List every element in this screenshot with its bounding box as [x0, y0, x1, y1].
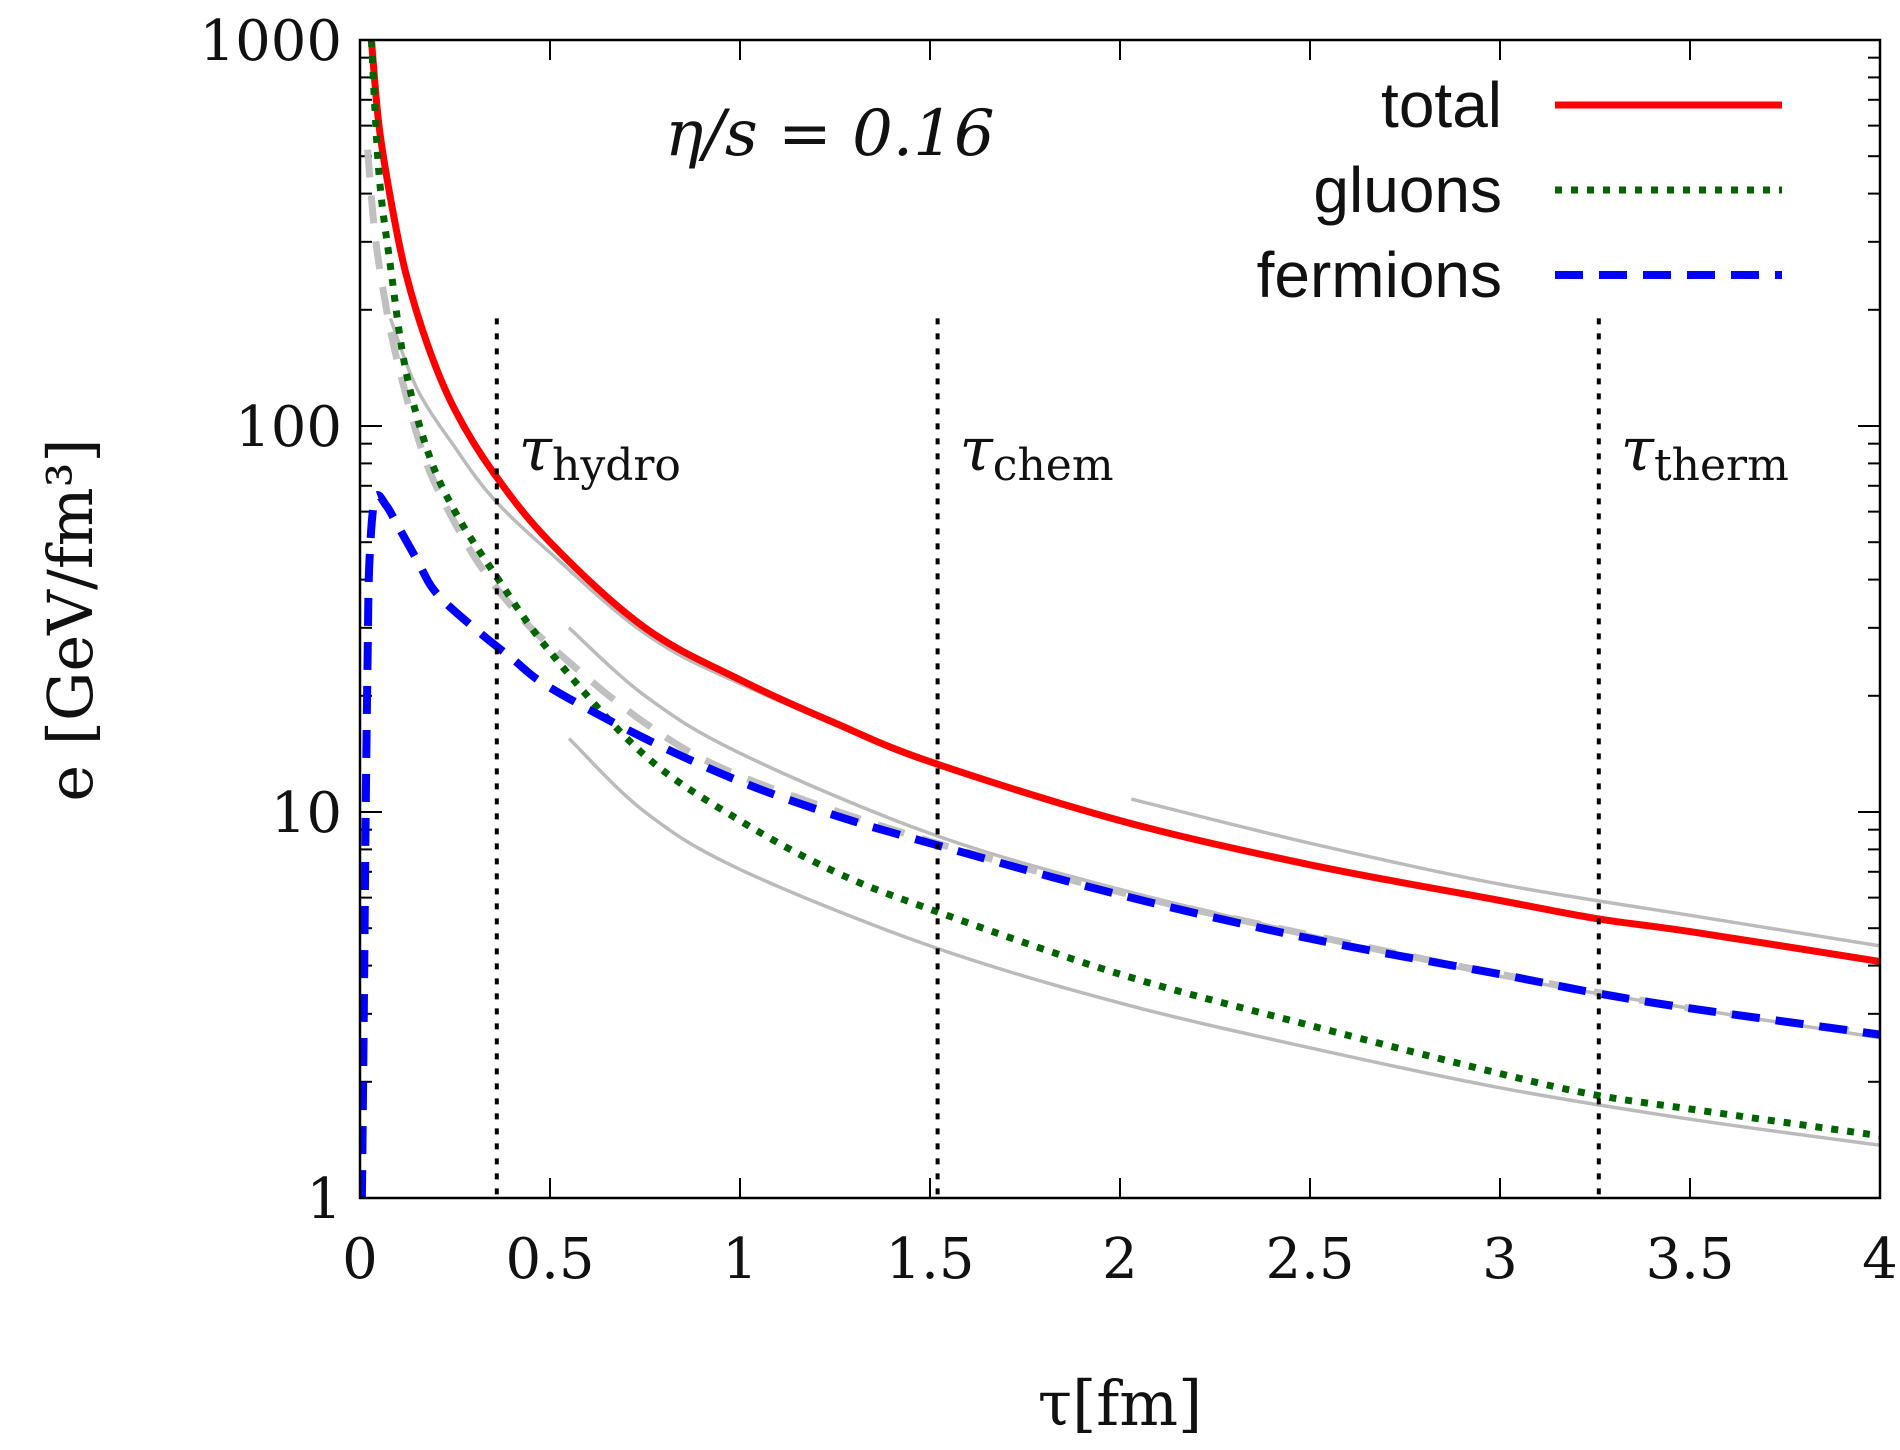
reference-curve-4	[567, 737, 1880, 1147]
marker-label-hydro: τhydro	[519, 415, 681, 491]
axis-ticks	[359, 39, 1881, 1199]
data-series	[360, 40, 1880, 1198]
x-tick-label: 0.5	[505, 1227, 594, 1292]
y-axis-title: e [GeV/fm³]	[34, 438, 107, 801]
x-axis-title: τ[fm]	[1038, 1367, 1202, 1440]
marker-labels: τhydro τchem τtherm	[519, 415, 1789, 491]
y-tick-label: 100	[235, 395, 342, 460]
series-total	[367, 40, 1880, 965]
reference-curve-1	[388, 317, 1880, 964]
x-tick-label: 3.5	[1645, 1227, 1734, 1292]
legend: total gluons fermions	[1257, 69, 1782, 311]
x-tick-label: 1.5	[885, 1227, 974, 1292]
marker-label-therm: τtherm	[1621, 415, 1789, 491]
y-tick-label: 10	[271, 781, 342, 846]
x-tick-label: 1	[722, 1227, 758, 1292]
tick-labels: 0 0.5 1 1.5 2 2.5 3 3.5 4 1 10 100 1000	[199, 9, 1897, 1292]
plot-area	[360, 40, 1880, 1198]
x-tick-label: 0	[342, 1227, 378, 1292]
y-tick-label: 1	[306, 1167, 342, 1232]
marker-label-chem: τchem	[960, 415, 1114, 491]
series-fermions	[360, 491, 1880, 1198]
y-tick-label: 1000	[199, 9, 342, 74]
x-tick-label: 4	[1862, 1227, 1898, 1292]
legend-label-fermions: fermions	[1257, 239, 1502, 311]
legend-label-total: total	[1381, 69, 1502, 141]
x-tick-label: 3	[1482, 1227, 1518, 1292]
plot-frame	[358, 38, 1882, 1200]
vertical-markers	[494, 318, 1601, 1198]
legend-label-gluons: gluons	[1313, 154, 1502, 226]
reference-curve-2	[1130, 797, 1880, 948]
reference-curves	[364, 149, 1880, 1147]
x-tick-label: 2	[1102, 1227, 1138, 1292]
x-tick-label: 2.5	[1265, 1227, 1354, 1292]
annotation-text: η/s = 0.16	[665, 97, 995, 171]
